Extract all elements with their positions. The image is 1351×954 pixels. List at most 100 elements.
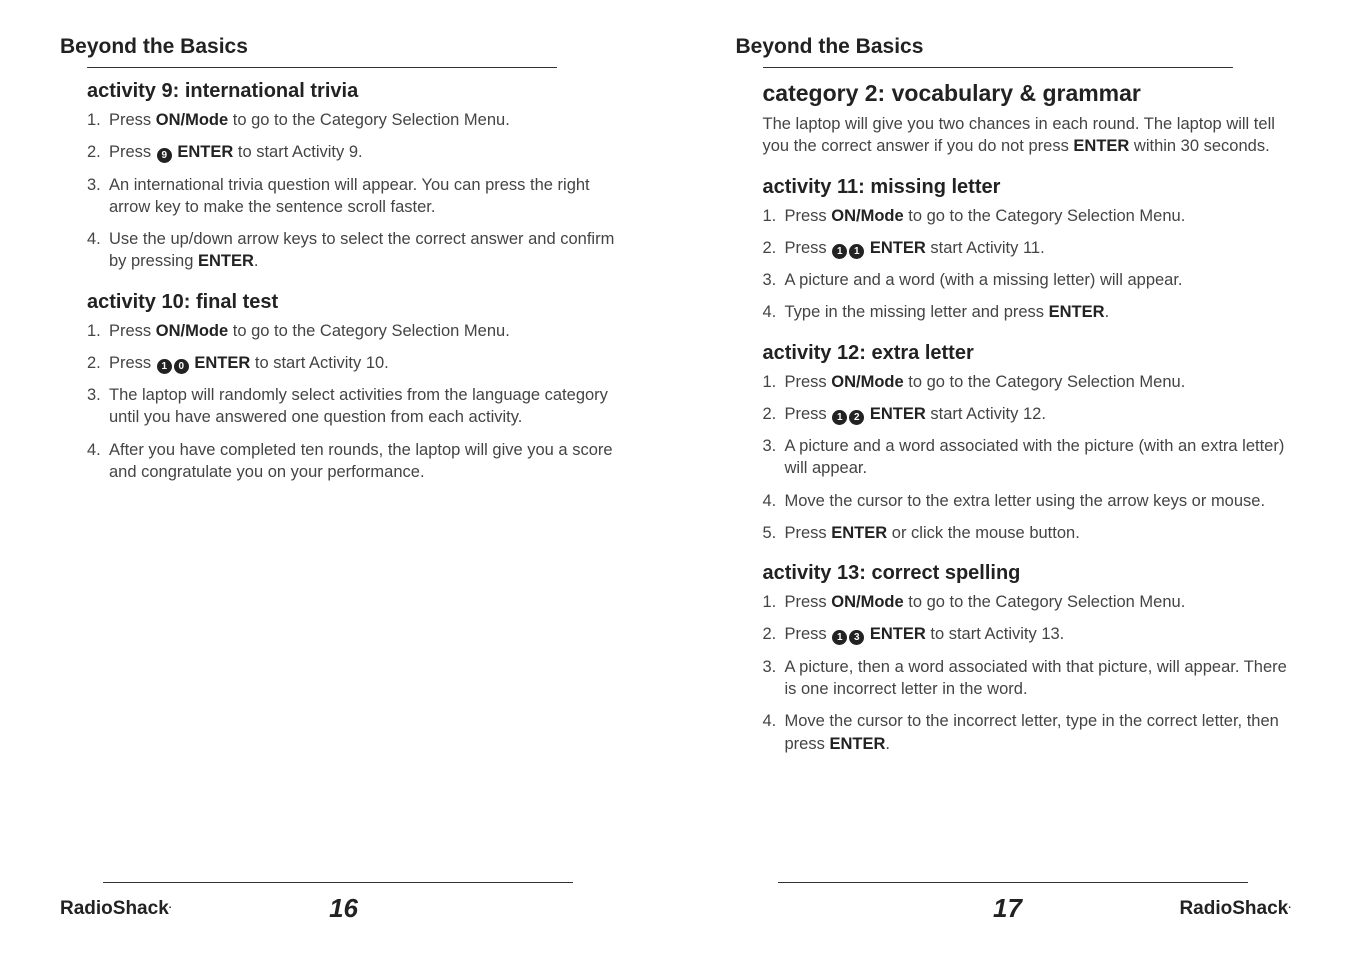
step-text: The laptop will randomly select activiti… (109, 386, 608, 426)
step-item: 4.Move the cursor to the extra letter us… (763, 490, 1292, 512)
step-text: Press (785, 524, 832, 542)
circled-number-icon: 1 (157, 359, 172, 374)
step-number: 2. (763, 237, 777, 259)
step-bold: ENTER (829, 735, 885, 753)
activity-block: activity 13: correct spelling 1. Press ON… (763, 562, 1292, 755)
step-bold: ENTER (831, 524, 887, 542)
top-rule-left (87, 67, 557, 68)
step-item: 2.Press 10 ENTER to start Activity 10. (87, 352, 616, 374)
step-text: A picture, then a word associated with t… (785, 658, 1287, 698)
step-text: Use the up/down arrow keys to select the… (109, 230, 614, 270)
step-text: Press (785, 207, 832, 225)
step-item: 4.After you have completed ten rounds, t… (87, 439, 616, 484)
step-bold: ON/Mode (156, 111, 228, 129)
step-number: 1. (763, 371, 777, 393)
step-text: or click the mouse button. (887, 524, 1080, 542)
step-number: 1. (87, 109, 101, 131)
bottom-rule-left (103, 882, 573, 883)
footer-row: RadioShack. 16 (60, 893, 616, 924)
step-item: 3. A picture and a word associated with t… (763, 435, 1292, 480)
step-text: Press (785, 239, 832, 257)
intro-text: The laptop will give you two chances in … (763, 113, 1292, 158)
step-text: to start Activity 10. (250, 354, 388, 372)
step-item: 3. An international trivia question will … (87, 174, 616, 219)
left-content: activity 9: international trivia 1.Press… (60, 80, 616, 501)
step-text: Press (109, 143, 156, 161)
step-number: 3. (763, 435, 777, 457)
circled-number-icon: 1 (832, 630, 847, 645)
step-text: Press (109, 322, 156, 340)
step-item: 3.The laptop will randomly select activi… (87, 384, 616, 429)
circled-number-icon: 1 (849, 244, 864, 259)
step-number: 2. (763, 623, 777, 645)
step-bold: ENTER (198, 252, 254, 270)
step-number: 1. (763, 591, 777, 613)
step-bold: ENTER (865, 405, 926, 423)
step-text: . (1105, 303, 1110, 321)
step-text: Press (109, 354, 156, 372)
step-item: 4.Type in the missing letter and press E… (763, 301, 1292, 323)
right-content: category 2: vocabulary & grammar The lap… (736, 80, 1292, 773)
step-text: An international trivia question will ap… (109, 176, 590, 216)
circled-number-icon: 0 (174, 359, 189, 374)
step-number: 1. (763, 205, 777, 227)
footer-right: 17 RadioShack. (736, 882, 1292, 924)
intro-bold: ENTER (1073, 137, 1129, 155)
circled-number-icon: 1 (832, 244, 847, 259)
activity-block: activity 10: final test 1.Press ON/Mode … (87, 291, 616, 484)
footer-left: RadioShack. 16 (60, 882, 616, 924)
step-text: Press (785, 593, 832, 611)
steps-list: 1.Press ON/Mode to go to the Category Se… (87, 320, 616, 484)
step-number: 4. (87, 228, 101, 250)
step-item: 1.Press ON/Mode to go to the Category Se… (763, 371, 1292, 393)
step-text: Type in the missing letter and press (785, 303, 1049, 321)
step-text: Press (109, 111, 156, 129)
step-number: 4. (763, 490, 777, 512)
intro-post: within 30 seconds. (1129, 137, 1269, 155)
step-number: 3. (87, 174, 101, 196)
step-item: 1.Press ON/Mode to go to the Category Se… (87, 109, 616, 131)
circled-number-icon: 1 (832, 410, 847, 425)
step-number: 2. (763, 403, 777, 425)
step-text: to start Activity 13. (926, 625, 1064, 643)
step-text: to go to the Category Selection Menu. (904, 373, 1186, 391)
step-number: 3. (763, 656, 777, 678)
activity-title: activity 9: international trivia (87, 80, 616, 103)
left-page: Beyond the Basics activity 9: internatio… (0, 0, 676, 954)
step-text: Press (785, 625, 832, 643)
page-number-left: 16 (72, 893, 616, 924)
step-bold: ENTER (865, 239, 926, 257)
bottom-rule-right (778, 882, 1248, 883)
step-item: 4.Move the cursor to the incorrect lette… (763, 710, 1292, 755)
step-number: 4. (763, 301, 777, 323)
steps-list: 1.Press ON/Mode to go to the Category Se… (763, 371, 1292, 545)
step-number: 2. (87, 352, 101, 374)
step-item: 5. Press ENTER or click the mouse button. (763, 522, 1292, 544)
step-text: A picture and a word associated with the… (785, 437, 1285, 477)
step-bold: ENTER (865, 625, 926, 643)
circled-number-icon: 3 (849, 630, 864, 645)
step-bold: ON/Mode (831, 593, 903, 611)
step-item: 1.Press ON/Mode to go to the Category Se… (763, 205, 1292, 227)
steps-list: 1.Press ON/Mode to go to the Category Se… (763, 205, 1292, 324)
footer-row: 17 RadioShack. (736, 893, 1292, 924)
activity-block: activity 12: extra letter 1.Press ON/Mod… (763, 342, 1292, 545)
step-number: 5. (763, 522, 777, 544)
step-number: 2. (87, 141, 101, 163)
activity-block: activity 11: missing letter 1.Press ON/M… (763, 176, 1292, 324)
activity-title: activity 10: final test (87, 291, 616, 314)
step-item: 1.Press ON/Mode to go to the Category Se… (763, 591, 1292, 613)
section-title-right: Beyond the Basics (736, 35, 1292, 59)
step-text: A picture and a word (with a missing let… (785, 271, 1183, 289)
step-number: 3. (763, 269, 777, 291)
step-item: 3. A picture and a word (with a missing l… (763, 269, 1292, 291)
step-item: 2. Press 13 ENTER to start Activity 13. (763, 623, 1292, 645)
circled-number-icon: 2 (849, 410, 864, 425)
step-text: to go to the Category Selection Menu. (904, 207, 1186, 225)
brand-right: RadioShack. (1179, 898, 1291, 920)
activity-title: activity 13: correct spelling (763, 562, 1292, 585)
step-item: 2.Press 9 ENTER to start Activity 9. (87, 141, 616, 163)
step-item: 4. Use the up/down arrow keys to select t… (87, 228, 616, 273)
section-title-left: Beyond the Basics (60, 35, 616, 59)
step-text: Press (785, 405, 832, 423)
